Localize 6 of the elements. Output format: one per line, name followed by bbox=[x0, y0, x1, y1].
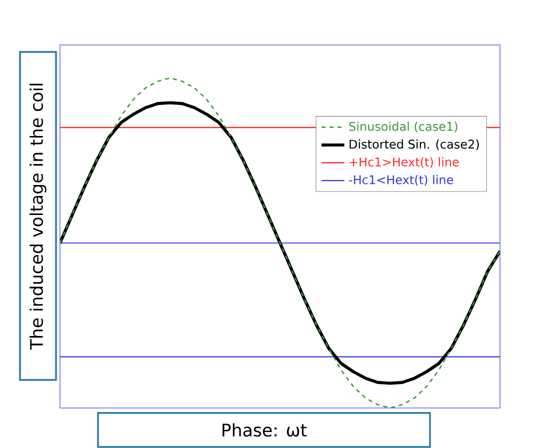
legend-label: +Hc1>Hext(t) line bbox=[350, 157, 459, 168]
legend-label: Sinusoidal (case1) bbox=[349, 122, 458, 132]
x-axis-title: Phase: ωt bbox=[222, 423, 307, 437]
legend-label: -Hc1<Hext(t) line bbox=[349, 175, 454, 186]
y-axis-title: The induced voltage in the coil bbox=[30, 84, 46, 350]
legend-label: Distorted Sin. (case2) bbox=[350, 139, 479, 150]
